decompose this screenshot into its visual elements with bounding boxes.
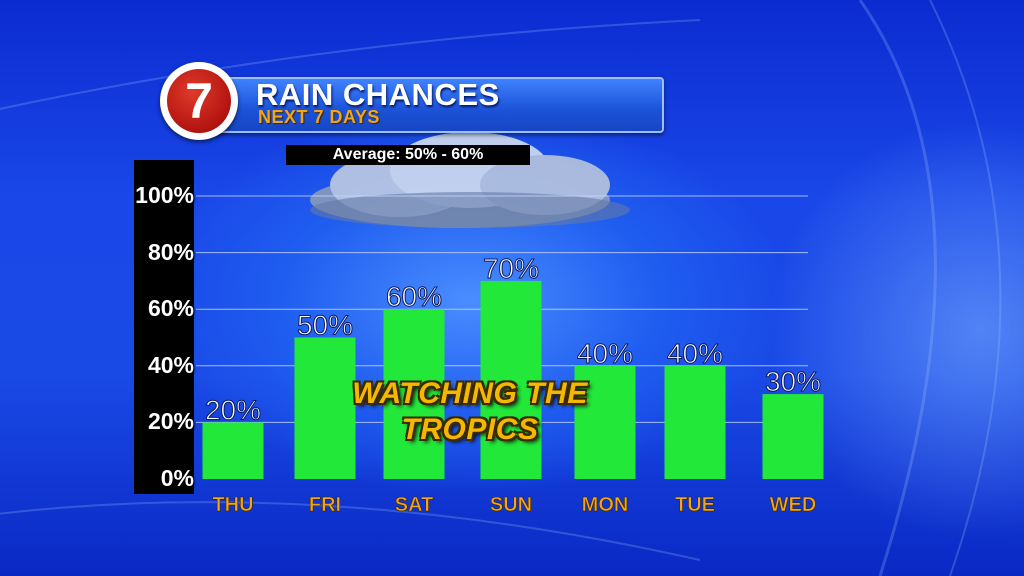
y-tick-label: 40% — [147, 351, 194, 378]
page-subtitle: NEXT 7 DAYS — [258, 107, 380, 127]
y-tick-label: 20% — [147, 408, 194, 435]
bar-thu — [202, 422, 264, 479]
title-banner — [200, 77, 664, 133]
bar-wed — [762, 394, 824, 479]
bar-sat — [383, 309, 445, 479]
bar-value-labels: 20% 50% 60% 70% 40% 40% 30% — [204, 252, 821, 426]
bar-value-label: 60% — [386, 281, 442, 312]
bar-fri — [294, 337, 356, 479]
channel-7-logo: 7 — [160, 62, 238, 140]
bar-sun — [480, 280, 542, 479]
average-label: Average: 50% - 60% — [286, 145, 530, 165]
category-label: SAT — [395, 494, 434, 516]
category-label: SUN — [490, 494, 532, 516]
bars — [202, 280, 824, 479]
bar-value-label: 70% — [483, 253, 539, 284]
category-labels: THU FRI SAT SUN MON TUE WED — [212, 494, 817, 517]
y-tick-label: 0% — [160, 465, 194, 491]
category-label: MON — [582, 494, 629, 516]
bar-value-label: 40% — [667, 338, 723, 369]
bar-value-label: 30% — [765, 366, 821, 397]
overlay-line-2: TROPICS — [401, 413, 539, 446]
page-title: RAIN CHANCES — [256, 77, 500, 112]
y-tick-label: 60% — [147, 295, 194, 322]
category-label: TUE — [675, 494, 715, 516]
overlay-line-1: WATCHING THE — [352, 377, 588, 410]
y-axis-panel — [134, 160, 194, 494]
category-label: THU — [212, 494, 253, 516]
bar-mon — [574, 365, 636, 479]
bar-tue — [664, 365, 726, 479]
bar-value-label: 20% — [205, 394, 261, 425]
bar-value-label: 40% — [577, 338, 633, 369]
y-tick-label: 100% — [135, 182, 194, 208]
y-tick-label: 80% — [147, 238, 194, 265]
category-label: FRI — [309, 494, 341, 516]
bar-value-label: 50% — [297, 310, 353, 341]
category-label: WED — [770, 494, 817, 516]
cloud-icon — [310, 132, 630, 228]
tropics-overlay: WATCHING THE TROPICS — [300, 376, 640, 448]
logo-seven: 7 — [167, 69, 231, 133]
